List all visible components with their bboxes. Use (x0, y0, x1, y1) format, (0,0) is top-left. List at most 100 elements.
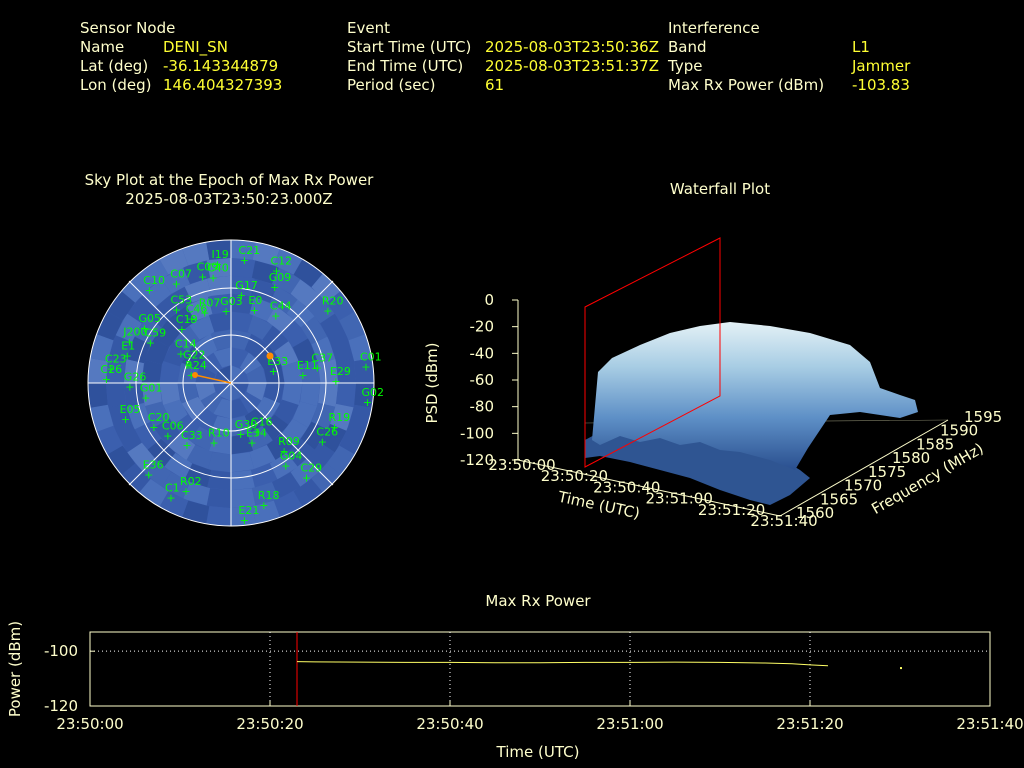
satellite-label: C40 (207, 261, 229, 274)
sky-cell (90, 334, 114, 362)
sky-cell (177, 383, 198, 404)
sky-cell (142, 279, 172, 308)
sky-cell (207, 293, 231, 314)
satellite-label: C29 (301, 462, 323, 475)
sky-plot-title: Sky Plot at the Epoch of Max Rx Power (84, 171, 374, 189)
wf-psd-tick-label: -100 (460, 424, 494, 442)
sky-cell (96, 311, 123, 341)
satellite-label: C20 (148, 411, 170, 424)
sky-cell (96, 425, 123, 455)
satellite-plus: + (187, 369, 196, 382)
sky-cell (231, 506, 256, 526)
satellite-plus: + (221, 305, 230, 318)
sky-cell (320, 313, 347, 342)
sky-cell (348, 334, 372, 362)
power-ylabel: Power (dBm) (6, 621, 24, 717)
wf-freq-tick-label: 1585 (916, 435, 954, 453)
sky-cell (206, 240, 231, 260)
satellite-plus: + (121, 413, 130, 426)
wf-freq-axis (779, 419, 949, 517)
wf-psd-tick-label: -120 (460, 451, 494, 469)
jammer-bearing-line (194, 374, 232, 384)
sky-cell (326, 445, 355, 475)
power-isolated-point (900, 667, 902, 670)
sky-cell (247, 315, 273, 340)
sky-cell (161, 472, 190, 499)
event-start-value: 2025-08-03T23:50:36Z (485, 38, 659, 56)
satellite-label: C16 (251, 415, 273, 428)
wf-freq-tick-label: 1590 (940, 422, 978, 440)
satellite-label: E34 (246, 426, 267, 439)
sky-cell (88, 383, 108, 408)
satellite-plus: + (236, 428, 245, 441)
satellite-label: C23 (105, 353, 127, 366)
sensor-name-label: Name (80, 38, 125, 56)
satellite-label: C26 (316, 426, 338, 439)
sky-cell (273, 491, 303, 518)
event-heading: Event (347, 19, 390, 37)
sky-cell (218, 383, 231, 401)
satellite-plus: + (298, 369, 307, 382)
sky-cell (141, 383, 162, 407)
satellite-plus: + (141, 392, 150, 405)
sky-cell (153, 418, 181, 447)
sky-cell (292, 338, 318, 365)
satellite-label: E11 (297, 359, 318, 372)
satellite-label: R24 (185, 359, 207, 372)
wf-cursor-plane (584, 237, 721, 468)
sky-cell (123, 383, 144, 407)
wf-psd-tick-label: -80 (470, 398, 495, 416)
sky-satellites: +I19 +C21+C12+C10 +C07 +C09+C40+G09+C53 +G17… (100, 244, 384, 527)
satellite-plus: + (270, 281, 279, 294)
sky-cell (231, 416, 252, 437)
power-y-tick-label: -100 (44, 642, 78, 660)
sky-cell (264, 362, 285, 383)
satellite-label: E21 (238, 504, 259, 517)
wf-psd-tick-label: -40 (470, 344, 495, 362)
satellite-label: J200 (122, 326, 147, 339)
sky-cell (107, 291, 136, 321)
power-x-tick-label: 23:50:40 (416, 715, 483, 733)
sky-cell (231, 311, 254, 332)
sky-cell (231, 383, 244, 401)
power-x-tick-label: 23:50:20 (236, 715, 303, 733)
wf-freq-tick-label: 1570 (844, 477, 882, 495)
sky-cell (247, 426, 273, 451)
sensor-name-value: DENI_SN (163, 38, 228, 56)
sky-cell (164, 286, 193, 314)
sky-cell (231, 370, 249, 383)
sky-cell (163, 341, 188, 367)
satellite-plus: + (250, 304, 259, 317)
satellite-label: C59 (144, 326, 166, 339)
satellite-plus: + (182, 439, 191, 452)
satellite-label: C26 (100, 363, 122, 376)
wf-psd-tick-label: -60 (470, 371, 495, 389)
interference-band-label: Band (668, 38, 707, 56)
satellite-plus: + (172, 303, 181, 316)
sky-cell (183, 482, 211, 506)
power-x-tick-label: 23:51:20 (776, 715, 843, 733)
satellite-plus: + (200, 306, 209, 319)
wf-time-tick-label: 23:51:20 (698, 501, 765, 519)
sky-cell (231, 452, 255, 473)
power-x-tick-label: 23:51:00 (596, 715, 663, 733)
sky-cell (213, 398, 231, 419)
satellite-label: G09 (269, 271, 292, 284)
satellite-plus: + (198, 270, 207, 283)
satellite-label: G26 (124, 370, 147, 383)
interference-type-label: Type (668, 57, 703, 75)
satellite-label: R09 (278, 435, 300, 448)
satellite-plus: + (149, 421, 158, 434)
satellite-label: C21 (238, 244, 260, 257)
sky-cell (272, 267, 301, 294)
satellite-plus: + (302, 472, 311, 485)
jammer-marker (192, 372, 198, 378)
satellite-label: R02 (180, 475, 202, 488)
power-xlabel: Time (UTC) (496, 743, 580, 761)
wf-time-axis (517, 459, 781, 517)
sky-cell (182, 500, 210, 524)
sky-cell (108, 335, 132, 363)
sky-cell (159, 383, 180, 406)
sensor-lat-label: Lat (deg) (80, 57, 149, 75)
wf-psd-tick-label: 0 (484, 291, 494, 309)
